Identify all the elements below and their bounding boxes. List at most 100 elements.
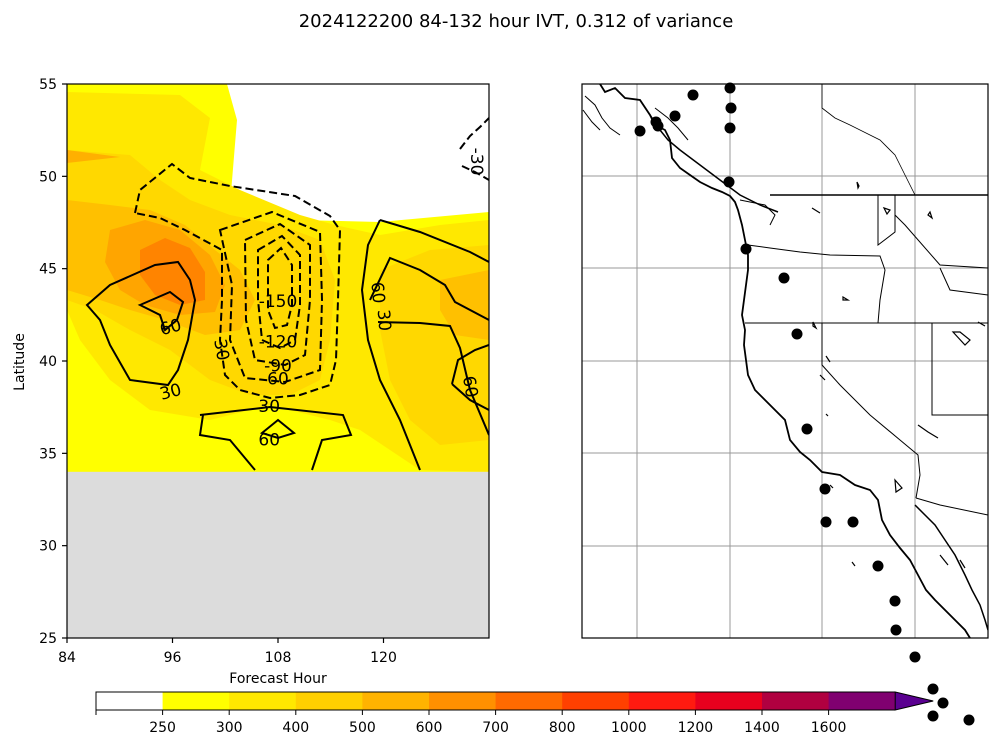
station-marker-21 (927, 710, 939, 722)
colorbar-extend-arrow (894, 691, 934, 711)
colorbar-label-400: 400 (282, 720, 309, 736)
colorbar: 250 300 400 500 600 700 800 1000 1200 1400 1600 (95, 691, 934, 736)
figure-title: 2024122200 84-132 hour IVT, 0.312 of var… (299, 11, 734, 32)
colorbar-cell-6 (495, 692, 563, 710)
station-marker-5 (724, 82, 736, 94)
contour-neg-30-topright-b (461, 165, 489, 181)
colorbar-label-700: 700 (482, 720, 509, 736)
contour-neg-150 (267, 246, 293, 330)
contour-pos-30-west (85, 260, 197, 387)
colorbar-label-1600: 1600 (811, 720, 847, 736)
contour-neg-60 (218, 210, 324, 384)
y-tick-label-55: 55 (39, 77, 57, 93)
station-marker-19 (909, 651, 921, 663)
colorbar-cell-2 (229, 692, 297, 710)
colorbar-label-600: 600 (416, 720, 443, 736)
station-marker-7 (724, 122, 736, 134)
x-tick-label-84: 84 (58, 650, 76, 666)
map-panel (581, 82, 989, 726)
colorbar-label-1400: 1400 (744, 720, 780, 736)
station-marker-16 (872, 560, 884, 572)
y-tick-label-50: 50 (39, 169, 57, 185)
y-tick-label-25: 25 (39, 631, 57, 647)
x-axis-ticks: 84 96 108 120 (58, 638, 397, 666)
contour-label-3: -90 (264, 357, 292, 377)
colorbar-label-1200: 1200 (678, 720, 714, 736)
contour-label-5: 30 (258, 397, 280, 417)
y-tick-label-30: 30 (39, 539, 57, 555)
border-canada-provinces (821, 84, 916, 196)
x-axis-label: Forecast Hour (229, 671, 327, 687)
station-marker-2 (650, 116, 662, 128)
contour-pos-60-south (259, 418, 297, 440)
station-marker-9 (740, 243, 752, 255)
colorbar-label-1000: 1000 (611, 720, 647, 736)
coastline (599, 84, 971, 638)
positive-contours (85, 219, 489, 471)
colorbar-cell-7 (562, 692, 630, 710)
contour-pos-30-south-b (198, 414, 256, 471)
missing-data-region (67, 471, 489, 638)
coastline-inlets (582, 95, 776, 226)
station-marker-0 (634, 125, 646, 137)
colorbar-label-300: 300 (216, 720, 243, 736)
station-markers (634, 82, 975, 726)
y-axis-label: Latitude (12, 333, 28, 391)
station-marker-18 (890, 624, 902, 636)
station-marker-17 (889, 595, 901, 607)
colorbar-cell-9 (695, 692, 763, 710)
station-marker-12 (801, 423, 813, 435)
colorbar-label-800: 800 (549, 720, 576, 736)
filled-contours (67, 84, 489, 638)
ivt-fill-700 (140, 238, 205, 305)
station-marker-6 (725, 102, 737, 114)
y-tick-label-40: 40 (39, 354, 57, 370)
colorbar-cell-10 (762, 692, 830, 710)
contour-label-6: 60 (258, 430, 280, 450)
station-marker-22 (937, 697, 949, 709)
colorbar-cell-0 (96, 692, 164, 710)
station-marker-3 (669, 110, 681, 122)
contour-pos-60-east-b (377, 321, 489, 436)
y-axis-ticks: 25 30 35 40 45 50 55 (39, 77, 67, 647)
coastline-baja (914, 504, 988, 631)
negative-contours (133, 117, 489, 400)
contour-neg-120 (257, 234, 301, 350)
station-marker-8 (723, 176, 735, 188)
ivt-fill-500-east (440, 270, 489, 340)
contour-pos-60-east (369, 256, 489, 321)
colorbar-cell-3 (295, 692, 363, 710)
station-marker-4 (687, 89, 699, 101)
contour-pos-30-east-b (379, 219, 489, 263)
contour-label-2: -120 (259, 333, 298, 353)
lakes (811, 181, 986, 569)
y-tick-label-45: 45 (39, 262, 57, 278)
state-borders (745, 195, 988, 516)
map-axes-frame (581, 83, 989, 639)
colorbar-label-250: 250 (149, 720, 176, 736)
colorbar-cell-11 (828, 692, 896, 710)
station-marker-13 (819, 483, 831, 495)
colorbar-cell-4 (362, 692, 430, 710)
contour-label-12: 60 (458, 374, 481, 399)
contour-pos-60-west (137, 290, 185, 332)
contour-label-4: 60 (267, 369, 289, 389)
contour-pos-30-south (199, 405, 353, 471)
contour-pos-90-east-b (451, 383, 489, 411)
contour-label-1: -150 (259, 292, 298, 312)
contour-neg-30-topright (459, 117, 489, 150)
x-tick-label-120: 120 (370, 650, 397, 666)
contour-label-11: 30 (373, 309, 395, 332)
contour-neg-30-outer (133, 162, 342, 400)
ivt-fill-streak (67, 150, 120, 163)
colorbar-label-500: 500 (349, 720, 376, 736)
contour-neg-90 (243, 222, 311, 367)
station-marker-11 (791, 328, 803, 340)
x-tick-label-96: 96 (164, 650, 182, 666)
station-marker-15 (847, 516, 859, 528)
contour-label-7: 30 (209, 338, 232, 363)
y-tick-label-35: 35 (39, 446, 57, 462)
